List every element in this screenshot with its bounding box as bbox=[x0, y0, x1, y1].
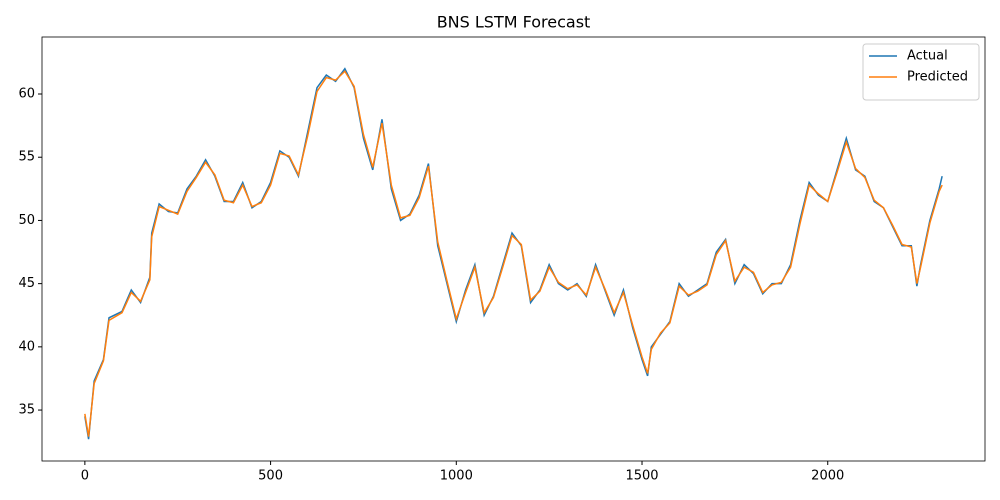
legend-label: Actual bbox=[907, 49, 948, 64]
y-tick-label: 50 bbox=[18, 213, 35, 228]
legend-label: Predicted bbox=[907, 70, 968, 85]
chart-title: BNS LSTM Forecast bbox=[437, 13, 591, 32]
legend: Actual Predicted bbox=[862, 43, 980, 101]
y-tick-label: 60 bbox=[18, 87, 35, 102]
series-line bbox=[84, 70, 943, 437]
x-tick-label: 1500 bbox=[625, 469, 658, 484]
plot-frame bbox=[41, 36, 986, 462]
x-tick-label: 1000 bbox=[440, 469, 473, 484]
y-tick-label: 55 bbox=[18, 150, 35, 165]
legend-box bbox=[862, 43, 980, 101]
x-tick-label: 500 bbox=[258, 469, 283, 484]
y-tick-label: 40 bbox=[18, 339, 35, 354]
x-tick-label: 0 bbox=[81, 469, 89, 484]
x-tick-label: 2000 bbox=[811, 469, 844, 484]
y-tick-label: 35 bbox=[18, 403, 35, 418]
y-tick-label: 45 bbox=[18, 276, 35, 291]
